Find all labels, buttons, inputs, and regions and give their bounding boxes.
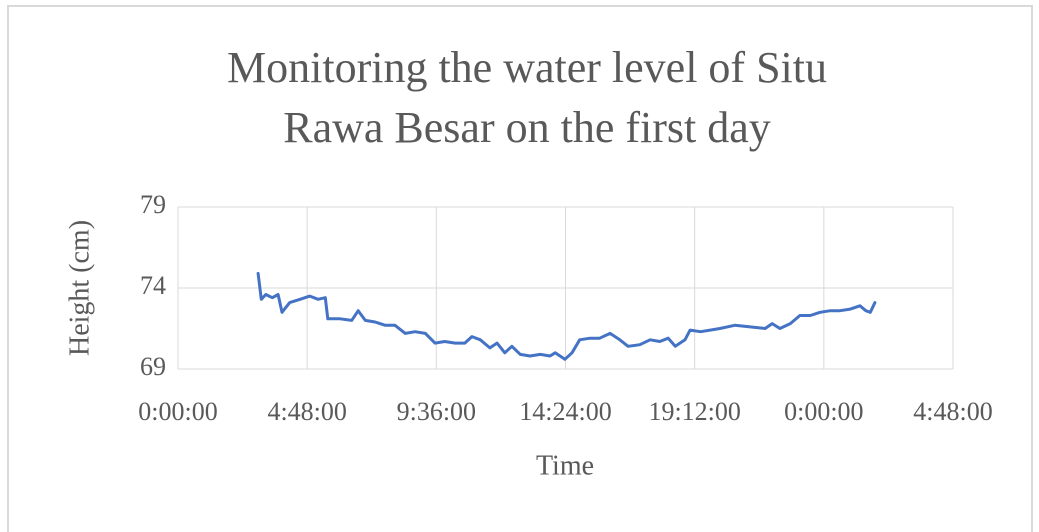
x-tick-label: 14:24:00 [519, 397, 611, 426]
line-series [256, 271, 877, 361]
x-tick-label: 0:00:00 [138, 397, 217, 426]
x-tick-label: 9:36:00 [397, 397, 476, 426]
y-tick-label: 79 [140, 190, 166, 219]
chart-title: Rawa Besar on the first day [283, 103, 771, 152]
chart-title: Monitoring the water level of Situ [227, 43, 827, 92]
y-tick-label: 74 [140, 271, 166, 300]
x-axis-title: Time [536, 450, 594, 481]
x-tick-label: 19:12:00 [648, 397, 740, 426]
y-axis-title: Height (cm) [64, 220, 95, 356]
y-tick-label: 69 [140, 352, 166, 381]
x-tick-label: 4:48:00 [913, 397, 992, 426]
x-tick-label: 0:00:00 [784, 397, 863, 426]
chart-border [7, 5, 1033, 532]
x-tick-label: 4:48:00 [267, 397, 346, 426]
